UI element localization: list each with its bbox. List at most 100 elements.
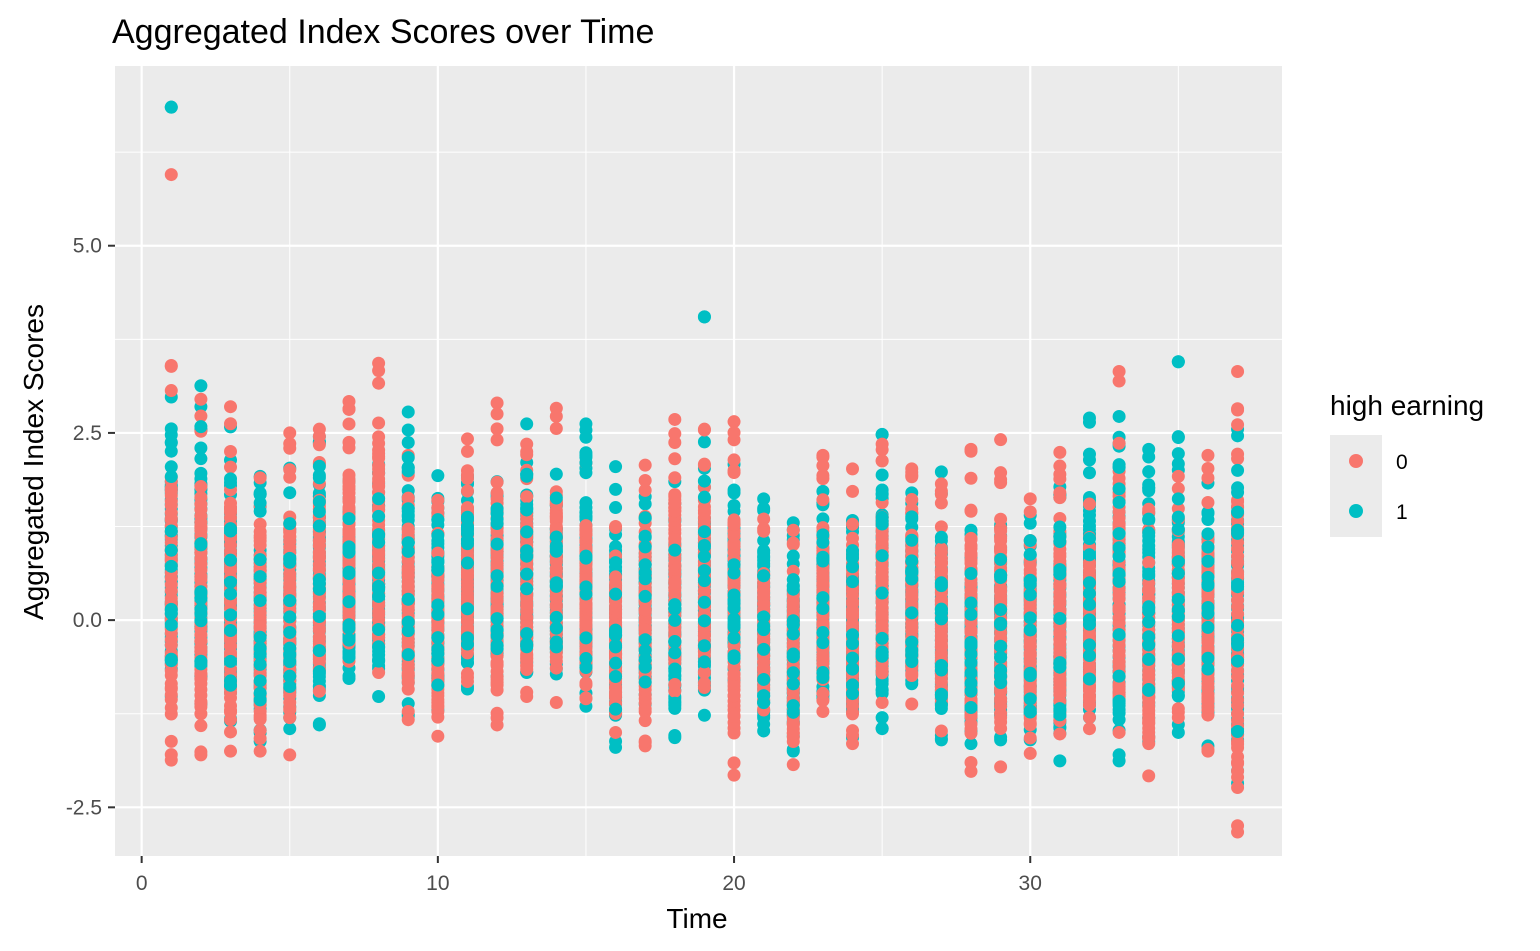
x-axis: 0 10 20 30 [136, 856, 1042, 895]
data-point [1231, 365, 1245, 379]
data-point [1053, 657, 1067, 671]
data-point [1231, 567, 1245, 581]
data-point [609, 540, 623, 554]
data-point [253, 657, 267, 671]
data-point [431, 696, 445, 710]
chart-title: Aggregated Index Scores over Time [112, 13, 654, 51]
data-point [1231, 577, 1245, 591]
data-point [549, 635, 563, 649]
data-point [372, 376, 386, 390]
series-1-overlay [164, 100, 1245, 739]
data-point [224, 587, 238, 601]
data-point [1023, 704, 1037, 718]
data-point [638, 474, 652, 488]
data-point [164, 652, 178, 666]
data-point [372, 579, 386, 593]
data-point [342, 650, 356, 664]
data-point [1171, 510, 1185, 524]
data-point [312, 505, 326, 519]
data-point [1053, 681, 1067, 695]
data-point [668, 646, 682, 660]
data-point [401, 566, 415, 580]
data-point [1023, 648, 1037, 662]
data-point [1053, 445, 1067, 459]
data-point [934, 698, 948, 712]
data-point [1201, 743, 1215, 757]
data-point [253, 723, 267, 737]
data-point [490, 422, 504, 436]
data-point [1112, 436, 1126, 450]
data-point [786, 582, 800, 596]
data-point [431, 729, 445, 743]
data-point [1142, 584, 1156, 598]
data-point [224, 553, 238, 567]
data-point [994, 616, 1008, 630]
data-points [164, 100, 1245, 839]
data-point [609, 734, 623, 748]
data-point [253, 674, 267, 688]
data-point [1201, 527, 1215, 541]
data-point [668, 471, 682, 485]
data-point [579, 631, 593, 645]
data-point [1023, 534, 1037, 548]
data-point [253, 471, 267, 485]
data-point [1112, 549, 1126, 563]
data-point [727, 576, 741, 590]
data-point [194, 645, 208, 659]
data-point [1142, 769, 1156, 783]
data-point [1082, 638, 1096, 652]
data-point [1171, 447, 1185, 461]
data-point [490, 569, 504, 583]
data-point [283, 426, 297, 440]
data-point [786, 614, 800, 628]
data-point [431, 469, 445, 483]
data-point [609, 460, 623, 474]
data-point [253, 630, 267, 644]
data-point [786, 726, 800, 740]
data-point [224, 460, 238, 474]
data-point [905, 697, 919, 711]
data-point [905, 533, 919, 547]
data-point [549, 579, 563, 593]
data-point [757, 549, 771, 563]
data-point [431, 705, 445, 719]
data-point [549, 422, 563, 436]
data-point [1053, 529, 1067, 543]
data-point [1023, 547, 1037, 561]
data-point [372, 654, 386, 668]
data-point [164, 359, 178, 373]
data-point [1231, 505, 1245, 519]
data-point [431, 607, 445, 621]
data-point [1201, 496, 1215, 510]
data-point [194, 490, 208, 504]
data-point [786, 523, 800, 537]
data-point [342, 541, 356, 555]
data-point [1023, 718, 1037, 732]
data-point [1053, 520, 1067, 534]
data-point [1231, 781, 1245, 795]
data-point [1201, 471, 1215, 485]
data-point [1201, 513, 1215, 527]
data-point [1112, 574, 1126, 588]
data-point [283, 470, 297, 484]
data-point [1201, 540, 1215, 554]
data-point [1142, 567, 1156, 581]
data-point [1082, 466, 1096, 480]
data-point [697, 435, 711, 449]
data-point [786, 677, 800, 691]
data-point [1023, 692, 1037, 706]
data-point [401, 592, 415, 606]
data-point [905, 468, 919, 482]
data-point [460, 602, 474, 616]
data-point [1231, 555, 1245, 569]
data-point [638, 529, 652, 543]
data-point [1053, 486, 1067, 500]
data-point [490, 516, 504, 530]
data-point [994, 583, 1008, 597]
y-tick-label: -2.5 [66, 796, 102, 819]
data-point [520, 417, 534, 431]
data-point [372, 640, 386, 654]
data-point [964, 533, 978, 547]
data-point [875, 514, 889, 528]
data-point [609, 656, 623, 670]
